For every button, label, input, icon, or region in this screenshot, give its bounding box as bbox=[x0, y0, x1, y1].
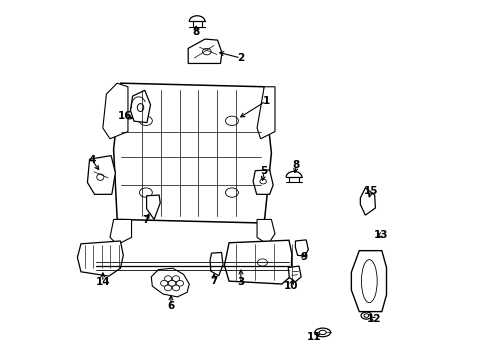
Text: 11: 11 bbox=[306, 332, 321, 342]
Ellipse shape bbox=[137, 104, 143, 112]
Ellipse shape bbox=[160, 280, 167, 286]
Text: 10: 10 bbox=[284, 281, 298, 291]
Ellipse shape bbox=[260, 179, 266, 184]
Text: 5: 5 bbox=[260, 166, 267, 176]
Text: 14: 14 bbox=[95, 277, 110, 287]
Polygon shape bbox=[77, 241, 123, 276]
Polygon shape bbox=[257, 220, 274, 244]
Polygon shape bbox=[253, 170, 273, 194]
Ellipse shape bbox=[139, 188, 152, 197]
Text: 2: 2 bbox=[237, 53, 244, 63]
Ellipse shape bbox=[176, 280, 183, 286]
Text: 9: 9 bbox=[300, 252, 306, 262]
Ellipse shape bbox=[225, 188, 238, 197]
Polygon shape bbox=[295, 240, 308, 256]
Ellipse shape bbox=[97, 174, 104, 180]
Polygon shape bbox=[113, 83, 271, 223]
Text: 12: 12 bbox=[366, 314, 381, 324]
Ellipse shape bbox=[172, 276, 179, 282]
Ellipse shape bbox=[361, 260, 376, 303]
Polygon shape bbox=[287, 266, 301, 282]
Text: 8: 8 bbox=[192, 27, 199, 37]
Text: 4: 4 bbox=[88, 155, 96, 165]
Ellipse shape bbox=[164, 276, 171, 282]
Text: 15: 15 bbox=[363, 186, 377, 197]
Ellipse shape bbox=[366, 261, 372, 266]
Ellipse shape bbox=[366, 296, 372, 301]
Text: 16: 16 bbox=[118, 111, 132, 121]
Ellipse shape bbox=[164, 285, 171, 291]
Polygon shape bbox=[130, 90, 150, 123]
Ellipse shape bbox=[363, 314, 368, 318]
Polygon shape bbox=[146, 195, 160, 220]
Ellipse shape bbox=[319, 330, 325, 334]
Ellipse shape bbox=[168, 280, 175, 286]
Polygon shape bbox=[151, 268, 189, 297]
Text: 1: 1 bbox=[262, 96, 269, 106]
Polygon shape bbox=[110, 220, 131, 244]
Ellipse shape bbox=[314, 328, 330, 337]
Ellipse shape bbox=[172, 285, 179, 291]
Ellipse shape bbox=[202, 48, 211, 55]
Polygon shape bbox=[210, 252, 223, 276]
Polygon shape bbox=[87, 156, 115, 194]
Text: 3: 3 bbox=[237, 277, 244, 287]
Ellipse shape bbox=[360, 312, 371, 319]
Polygon shape bbox=[188, 39, 222, 63]
Polygon shape bbox=[102, 83, 128, 139]
Polygon shape bbox=[360, 188, 375, 215]
Polygon shape bbox=[224, 240, 291, 284]
Text: 6: 6 bbox=[167, 301, 174, 311]
Polygon shape bbox=[351, 251, 386, 312]
Polygon shape bbox=[257, 87, 274, 139]
Ellipse shape bbox=[225, 116, 238, 126]
Text: 7: 7 bbox=[210, 276, 217, 286]
Ellipse shape bbox=[139, 116, 152, 126]
Text: 7: 7 bbox=[142, 215, 149, 225]
Ellipse shape bbox=[257, 259, 267, 266]
Text: 13: 13 bbox=[373, 230, 388, 239]
Text: 8: 8 bbox=[292, 160, 300, 170]
